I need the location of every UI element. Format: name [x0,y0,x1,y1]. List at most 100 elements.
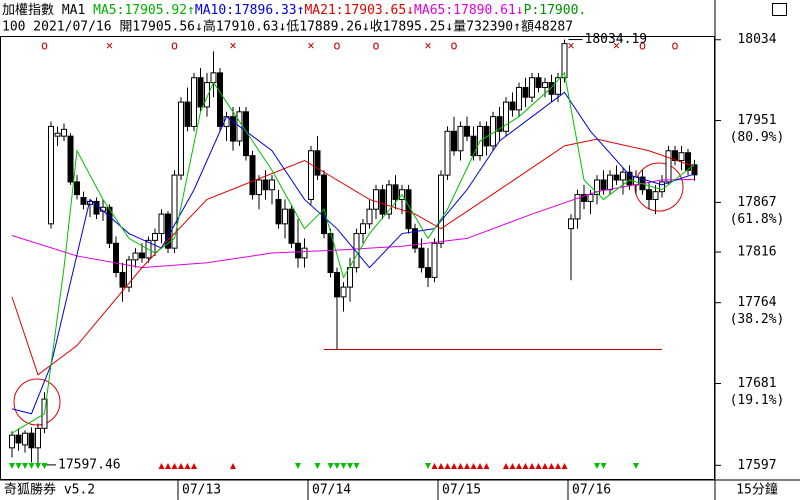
candle-body [366,208,373,225]
candle-body [113,242,119,274]
candle-body [581,194,587,202]
header-item: 加權指數 MA1 [2,3,93,18]
candle-body [256,179,262,196]
x-tick-label: 07/14 [312,483,351,498]
fib-label: (38.2%) [730,312,785,327]
sell-signal [594,463,600,469]
candle-body [542,82,548,88]
candle-body [620,171,626,181]
candle-body [74,181,80,196]
buy-signal [464,463,470,469]
candle-body [9,434,15,449]
candle-body [15,434,22,444]
signal: × [567,39,574,53]
candle-body [301,247,308,259]
candle-body [665,150,672,183]
candle-body [308,150,314,200]
y-tick-label: 17681 [737,376,776,391]
candle-body [126,259,132,288]
candle-body [35,427,41,449]
candle-body [451,130,457,152]
candle-body [178,101,184,176]
sell-signal [22,463,28,469]
signal: o [333,39,340,53]
candle-body [347,267,353,288]
candle-body [119,272,126,288]
sell-signal [334,463,340,469]
candle-body [594,179,600,196]
buy-signal [529,463,535,469]
signal: o [639,39,646,53]
fib-label: (80.9%) [730,130,785,145]
buy-signal [171,463,178,469]
sell-signal [28,463,35,469]
sell-signal [600,463,607,469]
candle-body [288,208,295,244]
buy-signal [431,463,438,469]
annotation: 18034.19 [585,32,648,47]
candle-body [464,125,470,137]
header-item: MA21:17903.65↓ [304,3,414,18]
candle-body [392,184,399,200]
y-tick-label: 17867 [737,195,776,210]
y-tick-label: 18034 [737,32,776,47]
candle-body [646,189,652,200]
buy-signal [555,463,561,469]
window-button[interactable] [772,3,787,16]
signal: × [424,39,431,53]
signal: o [671,39,678,53]
candle-body [555,77,561,95]
candle-body [217,72,223,127]
signal: o [372,39,379,53]
candle-body [171,174,178,249]
candle-body [418,247,425,269]
x-tick-label: 07/16 [572,483,611,498]
candle-body [67,135,74,183]
candle-body [386,184,392,215]
y-tick-label: 17764 [737,295,776,310]
candle-body [48,125,54,225]
annotation: 17597.46 [58,457,121,472]
candle-body [61,128,67,137]
header-item: MA65:17890.61↓ [414,3,524,18]
candle-body [659,181,665,193]
highlight-circle [13,378,61,426]
candle-body [191,77,197,127]
candle-body [613,174,620,181]
candle-body [568,218,574,230]
candle-body [275,198,282,225]
sell-signal [340,463,347,469]
candle-body [412,228,418,249]
header-item: P:17900. [524,3,587,18]
ma-line [11,71,695,434]
sell-signal [347,463,353,469]
candle-body [379,189,386,215]
candle-body [587,194,594,202]
buy-signal [509,463,516,469]
signal: × [307,39,314,53]
candle-body [80,197,87,205]
candle-body [210,72,217,84]
ma-line [11,178,695,269]
candle-body [496,116,503,132]
candle-body [373,189,379,210]
y-tick-label: 17951 [737,113,776,128]
x-tick-label: 07/13 [182,483,221,498]
ma-line [11,91,695,415]
sell-signal [633,463,639,469]
sell-signal [295,463,301,469]
buy-signal [477,463,483,469]
candle-body [516,86,522,111]
candle-body [561,43,568,79]
period-label: 15分鐘 [736,482,778,498]
buy-signal [561,463,568,469]
sell-signal [425,463,431,469]
buy-signal [444,463,451,469]
candle-body [158,213,165,235]
y-tick-label: 17816 [737,245,776,260]
header: 加權指數 MA1 MA5:17905.92↑MA10:17896.33↑MA21… [2,3,586,18]
footer-label: 奇狐勝券 v5.2 [4,482,95,498]
buy-signal [503,463,509,469]
candle-body [54,132,61,137]
candle-body [334,272,340,298]
